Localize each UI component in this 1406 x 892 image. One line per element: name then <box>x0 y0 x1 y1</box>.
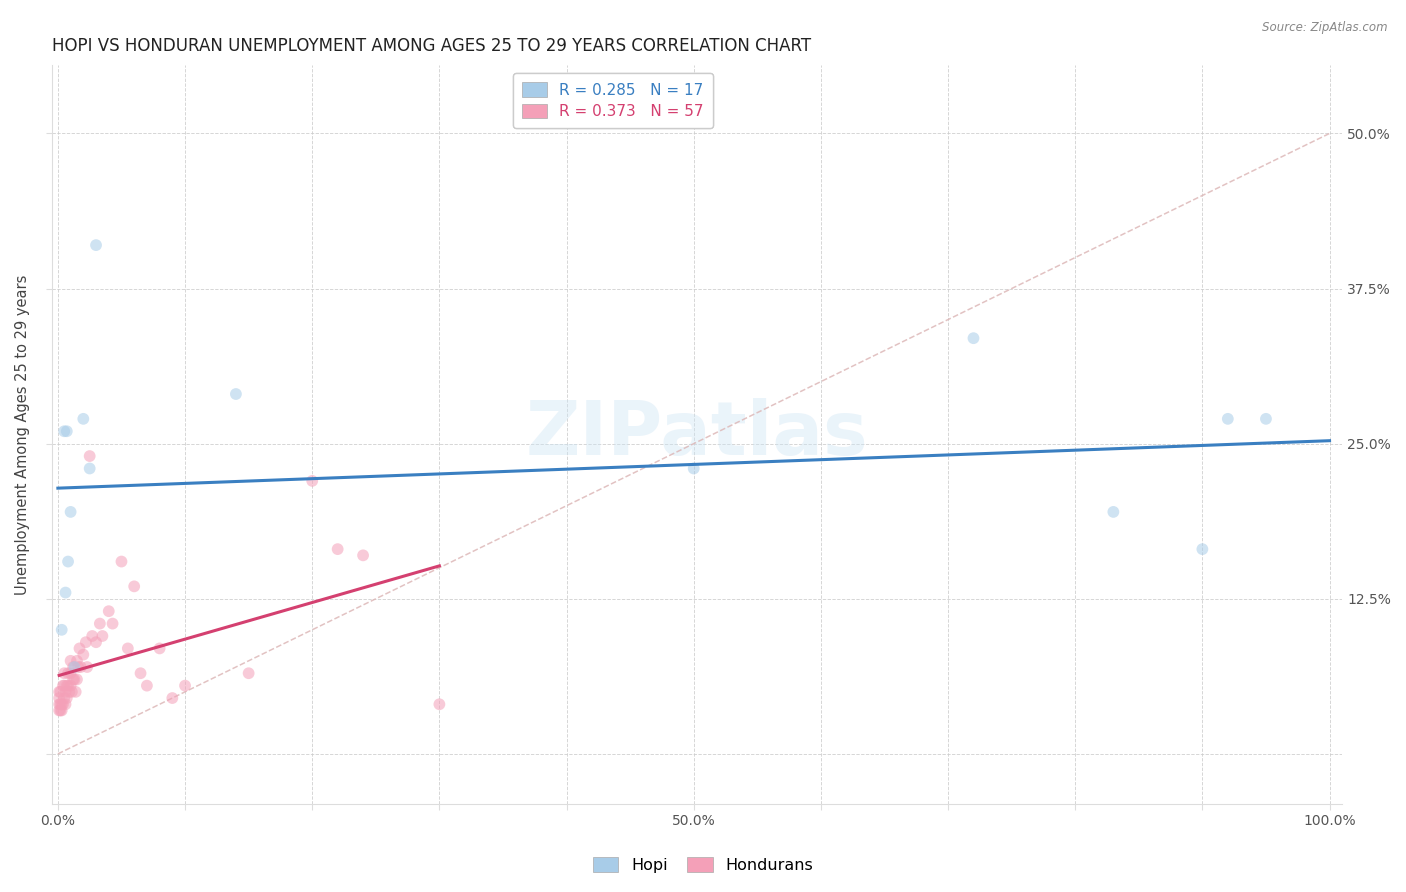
Point <box>429 698 451 712</box>
Point <box>49 685 72 699</box>
Point <box>53 691 76 706</box>
Point <box>69 660 91 674</box>
Point <box>101 616 124 631</box>
Legend: Hopi, Hondurans: Hopi, Hondurans <box>586 851 820 880</box>
Point <box>53 424 76 438</box>
Point <box>59 654 82 668</box>
Point <box>84 635 107 649</box>
Point <box>59 679 82 693</box>
Point <box>65 685 87 699</box>
Point <box>59 666 82 681</box>
Point <box>89 616 111 631</box>
Point <box>174 679 197 693</box>
Point <box>326 542 349 557</box>
Point <box>48 691 70 706</box>
Point <box>682 461 704 475</box>
Point <box>1191 542 1213 557</box>
Point <box>301 474 323 488</box>
Point <box>56 666 79 681</box>
Point <box>51 623 73 637</box>
Point <box>48 703 70 717</box>
Point <box>55 585 77 599</box>
Point <box>82 629 104 643</box>
Point <box>79 461 101 475</box>
Point <box>76 660 98 674</box>
Point <box>162 691 184 706</box>
Point <box>56 679 79 693</box>
Point <box>91 629 114 643</box>
Legend: R = 0.285   N = 17, R = 0.373   N = 57: R = 0.285 N = 17, R = 0.373 N = 57 <box>513 73 713 128</box>
Point <box>48 685 70 699</box>
Point <box>51 698 73 712</box>
Point <box>238 666 260 681</box>
Point <box>51 703 73 717</box>
Point <box>1102 505 1125 519</box>
Point <box>1254 412 1277 426</box>
Point <box>110 555 132 569</box>
Point <box>55 685 77 699</box>
Point <box>225 387 247 401</box>
Point <box>53 666 76 681</box>
Point <box>56 679 79 693</box>
Point <box>67 660 90 674</box>
Point <box>49 703 72 717</box>
Point <box>97 604 120 618</box>
Point <box>79 449 101 463</box>
Point <box>56 424 79 438</box>
Point <box>56 555 79 569</box>
Point <box>129 666 152 681</box>
Point <box>72 412 94 426</box>
Point <box>66 654 89 668</box>
Text: ZIPatlas: ZIPatlas <box>526 398 869 471</box>
Point <box>52 698 75 712</box>
Point <box>117 641 139 656</box>
Point <box>75 635 97 649</box>
Point <box>63 673 86 687</box>
Point <box>52 679 75 693</box>
Point <box>48 698 70 712</box>
Point <box>49 698 72 712</box>
Point <box>72 648 94 662</box>
Point <box>962 331 984 345</box>
Text: HOPI VS HONDURAN UNEMPLOYMENT AMONG AGES 25 TO 29 YEARS CORRELATION CHART: HOPI VS HONDURAN UNEMPLOYMENT AMONG AGES… <box>52 37 811 55</box>
Point <box>66 673 89 687</box>
Point <box>352 549 374 563</box>
Point <box>135 679 157 693</box>
Point <box>62 660 84 674</box>
Point <box>84 238 107 252</box>
Point <box>55 698 77 712</box>
Point <box>69 641 91 656</box>
Point <box>60 685 83 699</box>
Point <box>62 673 84 687</box>
Point <box>59 505 82 519</box>
Y-axis label: Unemployment Among Ages 25 to 29 years: Unemployment Among Ages 25 to 29 years <box>15 274 30 595</box>
Point <box>58 685 80 699</box>
Point <box>53 679 76 693</box>
Point <box>56 691 79 706</box>
Point <box>149 641 172 656</box>
Point <box>1216 412 1239 426</box>
Point <box>122 579 145 593</box>
Point <box>63 660 86 674</box>
Text: Source: ZipAtlas.com: Source: ZipAtlas.com <box>1263 21 1388 34</box>
